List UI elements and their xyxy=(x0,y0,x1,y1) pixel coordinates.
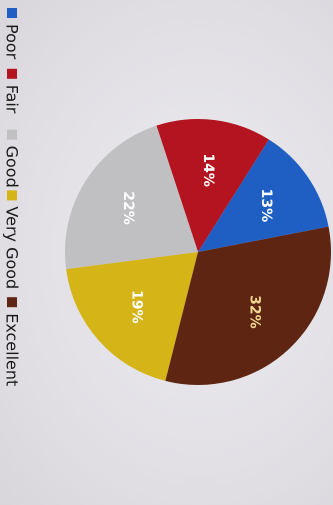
slice-label-excellent: 32% xyxy=(247,295,263,329)
pie-slice-poor xyxy=(198,139,329,252)
legend-swatch xyxy=(7,68,17,79)
legend-item-poor: Poor xyxy=(3,8,22,60)
legend-swatch xyxy=(7,297,17,308)
legend-label: Good xyxy=(3,146,22,188)
slice-labels: 13% 14% 22% 19% 32% xyxy=(120,153,274,328)
legend-swatch xyxy=(7,129,17,140)
legend-label: Poor xyxy=(3,24,22,60)
legend-item-excellent: Excellent xyxy=(3,297,22,386)
pie-slice-good xyxy=(64,125,199,270)
legend-swatch xyxy=(7,190,17,201)
legend-label: Excellent xyxy=(3,313,22,386)
legend-label: Very Good xyxy=(3,206,22,289)
slice-label-very-good: 19% xyxy=(128,290,144,324)
legend-swatch xyxy=(7,8,17,18)
legend-label: Fair xyxy=(3,85,22,114)
pie-slice-very-good xyxy=(66,252,199,381)
legend-item-fair: Fair xyxy=(3,68,22,114)
pie-group xyxy=(64,119,331,385)
slice-label-good: 22% xyxy=(120,191,136,225)
legend-item-very-good: Very Good xyxy=(3,190,22,289)
legend: Poor Fair Good Very Good Excellent xyxy=(3,8,22,386)
pie-slice-fair xyxy=(156,119,269,252)
legend-item-good: Good xyxy=(3,129,22,188)
pie-slice-excellent xyxy=(165,226,331,385)
slice-label-poor: 13% xyxy=(258,189,274,223)
slice-label-fair: 14% xyxy=(200,153,216,187)
